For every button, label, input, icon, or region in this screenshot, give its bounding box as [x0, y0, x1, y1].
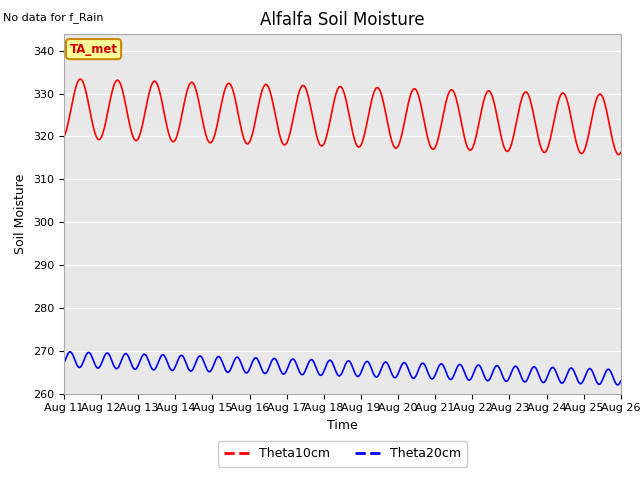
- Text: No data for f_Rain: No data for f_Rain: [3, 12, 104, 23]
- Title: Alfalfa Soil Moisture: Alfalfa Soil Moisture: [260, 11, 425, 29]
- X-axis label: Time: Time: [327, 419, 358, 432]
- Legend: Theta10cm, Theta20cm: Theta10cm, Theta20cm: [218, 441, 467, 467]
- Text: TA_met: TA_met: [70, 43, 118, 56]
- Y-axis label: Soil Moisture: Soil Moisture: [15, 173, 28, 254]
